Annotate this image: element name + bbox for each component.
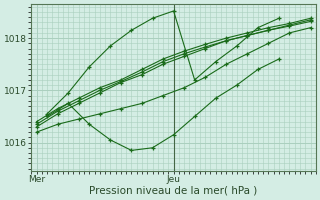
X-axis label: Pression niveau de la mer( hPa ): Pression niveau de la mer( hPa ) [90, 186, 258, 196]
